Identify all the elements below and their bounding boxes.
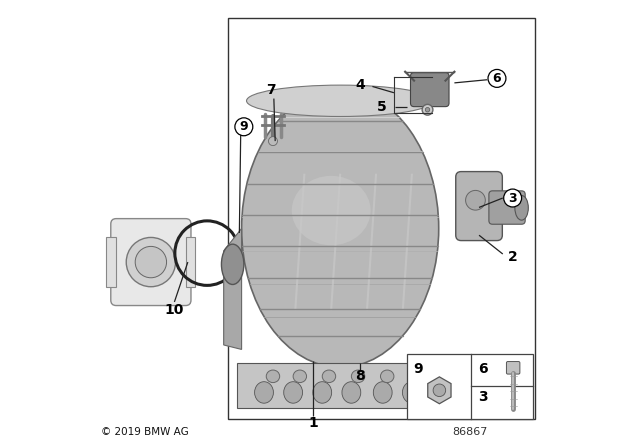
FancyBboxPatch shape bbox=[506, 362, 520, 374]
Text: 2: 2 bbox=[508, 250, 518, 264]
Bar bbox=[407, 354, 532, 419]
FancyBboxPatch shape bbox=[111, 219, 191, 306]
Ellipse shape bbox=[255, 382, 273, 403]
Text: 1: 1 bbox=[308, 416, 318, 431]
Polygon shape bbox=[224, 228, 242, 349]
Text: 4: 4 bbox=[355, 78, 365, 92]
Ellipse shape bbox=[380, 370, 394, 383]
Text: 86867: 86867 bbox=[452, 427, 488, 437]
Text: 6: 6 bbox=[493, 72, 501, 85]
Ellipse shape bbox=[242, 90, 439, 367]
Ellipse shape bbox=[410, 370, 423, 383]
Ellipse shape bbox=[293, 370, 307, 383]
Text: 7: 7 bbox=[266, 82, 276, 97]
Text: 3: 3 bbox=[508, 191, 517, 205]
Circle shape bbox=[504, 189, 522, 207]
Circle shape bbox=[422, 104, 433, 115]
Ellipse shape bbox=[515, 195, 529, 220]
Bar bbox=[228, 18, 535, 419]
FancyBboxPatch shape bbox=[106, 237, 116, 287]
Ellipse shape bbox=[403, 382, 421, 403]
Ellipse shape bbox=[313, 382, 332, 403]
Circle shape bbox=[235, 118, 253, 136]
Ellipse shape bbox=[221, 244, 244, 284]
Circle shape bbox=[269, 137, 278, 146]
Ellipse shape bbox=[323, 370, 336, 383]
Text: 3: 3 bbox=[477, 390, 487, 404]
Ellipse shape bbox=[266, 370, 280, 383]
Circle shape bbox=[425, 108, 430, 112]
FancyBboxPatch shape bbox=[186, 237, 195, 287]
FancyBboxPatch shape bbox=[489, 191, 525, 224]
Bar bbox=[237, 363, 444, 408]
Ellipse shape bbox=[351, 370, 365, 383]
Circle shape bbox=[126, 237, 175, 287]
Text: 8: 8 bbox=[355, 369, 365, 383]
Ellipse shape bbox=[246, 85, 434, 116]
Ellipse shape bbox=[292, 176, 371, 246]
Ellipse shape bbox=[342, 382, 361, 403]
Text: 9: 9 bbox=[239, 120, 248, 134]
Circle shape bbox=[135, 246, 166, 278]
Text: 5: 5 bbox=[376, 99, 387, 114]
Ellipse shape bbox=[284, 382, 303, 403]
Text: 10: 10 bbox=[164, 303, 184, 317]
Ellipse shape bbox=[373, 382, 392, 403]
Circle shape bbox=[433, 384, 445, 396]
FancyBboxPatch shape bbox=[410, 73, 449, 107]
Text: 6: 6 bbox=[477, 362, 487, 376]
Circle shape bbox=[488, 69, 506, 87]
Text: 9: 9 bbox=[413, 362, 423, 376]
Circle shape bbox=[466, 190, 485, 210]
FancyBboxPatch shape bbox=[456, 172, 502, 241]
Text: © 2019 BMW AG: © 2019 BMW AG bbox=[101, 427, 189, 437]
